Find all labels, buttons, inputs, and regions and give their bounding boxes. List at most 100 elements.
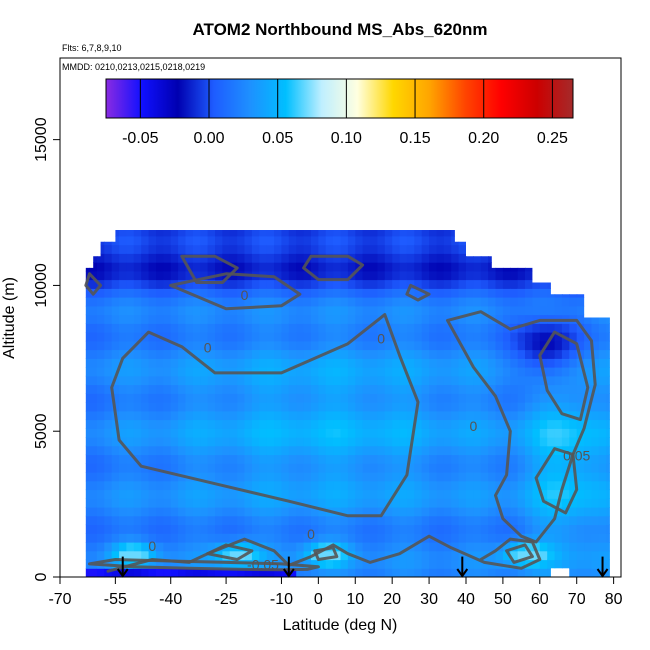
heatmap-cell xyxy=(488,305,497,316)
heatmap-cell xyxy=(244,230,253,237)
heatmap-cell xyxy=(362,524,371,534)
contour-line xyxy=(505,543,534,564)
heatmap-cell xyxy=(281,402,290,412)
heatmap-cell xyxy=(406,498,415,508)
heatmap-cell xyxy=(244,428,253,438)
heatmap-cell xyxy=(229,323,238,333)
heatmap-cell xyxy=(392,384,401,394)
heatmap-cell xyxy=(502,480,511,491)
heatmap-cell xyxy=(532,349,541,359)
heatmap-cell xyxy=(466,270,474,281)
heatmap-cell xyxy=(148,454,157,464)
heatmap-cell xyxy=(96,305,105,316)
heatmap-cell xyxy=(163,314,172,324)
heatmap-cell xyxy=(229,480,238,491)
heatmap-cell xyxy=(259,445,268,456)
heatmap-cell xyxy=(222,428,231,438)
heatmap-cell xyxy=(185,235,194,246)
heatmap-cell xyxy=(266,515,275,526)
heatmap-cell xyxy=(584,262,593,272)
contour-line xyxy=(110,313,420,518)
heatmap-cell xyxy=(303,375,312,386)
heatmap-cell xyxy=(480,253,489,263)
heatmap-cell xyxy=(325,489,334,499)
heatmap-cell xyxy=(311,253,319,263)
heatmap-cell xyxy=(466,463,474,473)
heatmap-cell xyxy=(185,332,194,342)
heatmap-cell xyxy=(414,454,423,464)
heatmap-cell xyxy=(229,463,238,473)
heatmap-cell xyxy=(89,358,98,368)
heatmap-cell xyxy=(244,437,253,447)
heatmap-cell xyxy=(311,454,319,464)
heatmap-cell xyxy=(466,515,474,526)
heatmap-cell xyxy=(495,358,504,368)
heatmap-cell xyxy=(311,419,319,429)
heatmap-cell xyxy=(517,393,526,403)
heatmap-cell xyxy=(318,542,327,552)
heatmap-cell xyxy=(591,419,600,429)
heatmap-cell xyxy=(399,515,408,526)
heatmap-cell xyxy=(591,332,600,342)
heatmap-cell xyxy=(355,314,364,324)
heatmap-cell xyxy=(274,489,283,499)
heatmap-cell xyxy=(156,472,164,482)
heatmap-cell xyxy=(502,489,511,499)
heatmap-cell xyxy=(347,244,356,254)
heatmap-cell xyxy=(185,297,194,307)
contour-line xyxy=(169,272,302,311)
heatmap-cell xyxy=(325,454,334,464)
heatmap-cell xyxy=(399,454,408,464)
heatmap-cell xyxy=(85,384,91,394)
heatmap-cell xyxy=(222,419,231,429)
heatmap-cell xyxy=(443,332,452,342)
heatmap-cell xyxy=(207,279,216,289)
heatmap-cell xyxy=(510,375,519,386)
heatmap-cell xyxy=(377,270,386,281)
heatmap-cell xyxy=(281,314,290,324)
heatmap-cell xyxy=(576,454,585,464)
heatmap-cell xyxy=(207,244,216,254)
heatmap-cell xyxy=(311,244,319,254)
heatmap-cell xyxy=(532,314,541,324)
heatmap-cell xyxy=(192,358,201,368)
heatmap-cell xyxy=(584,498,593,508)
heatmap-cell xyxy=(156,507,164,517)
heatmap-cell xyxy=(377,402,386,412)
heatmap-cell xyxy=(251,358,260,368)
heatmap-cell xyxy=(237,445,246,456)
heatmap-cell xyxy=(318,332,327,342)
heatmap-cell xyxy=(340,454,349,464)
heatmap-cell xyxy=(406,358,415,368)
heatmap-cell xyxy=(421,402,430,412)
heatmap-cell xyxy=(355,568,364,577)
heatmap-cell xyxy=(96,253,105,263)
heatmap-cell xyxy=(215,515,223,526)
heatmap-cell xyxy=(244,550,253,561)
heatmap-cell xyxy=(554,230,563,237)
contour-line xyxy=(538,330,590,422)
heatmap-cell xyxy=(466,524,474,534)
heatmap-cell xyxy=(237,410,246,421)
heatmap-cell xyxy=(170,358,179,368)
heatmap-cell xyxy=(318,454,327,464)
heatmap-cell xyxy=(362,270,371,281)
heatmap-cell xyxy=(303,402,312,412)
heatmap-cell xyxy=(104,472,113,482)
heatmap-cell xyxy=(318,358,327,368)
heatmap-cell xyxy=(133,358,142,368)
heatmap-cell xyxy=(318,384,327,394)
heatmap-cell xyxy=(451,297,460,307)
heatmap-cell xyxy=(473,340,482,351)
heatmap-cell xyxy=(443,515,452,526)
heatmap-cell xyxy=(229,244,238,254)
heatmap-cell xyxy=(126,542,135,552)
heatmap-cell xyxy=(156,559,164,569)
heatmap-cell xyxy=(392,498,401,508)
heatmap-cell xyxy=(554,568,563,577)
heatmap-cell xyxy=(458,349,467,359)
heatmap-cell xyxy=(340,314,349,324)
heatmap-cell xyxy=(576,253,585,263)
heatmap-cell xyxy=(466,445,474,456)
heatmap-cell xyxy=(370,297,378,307)
